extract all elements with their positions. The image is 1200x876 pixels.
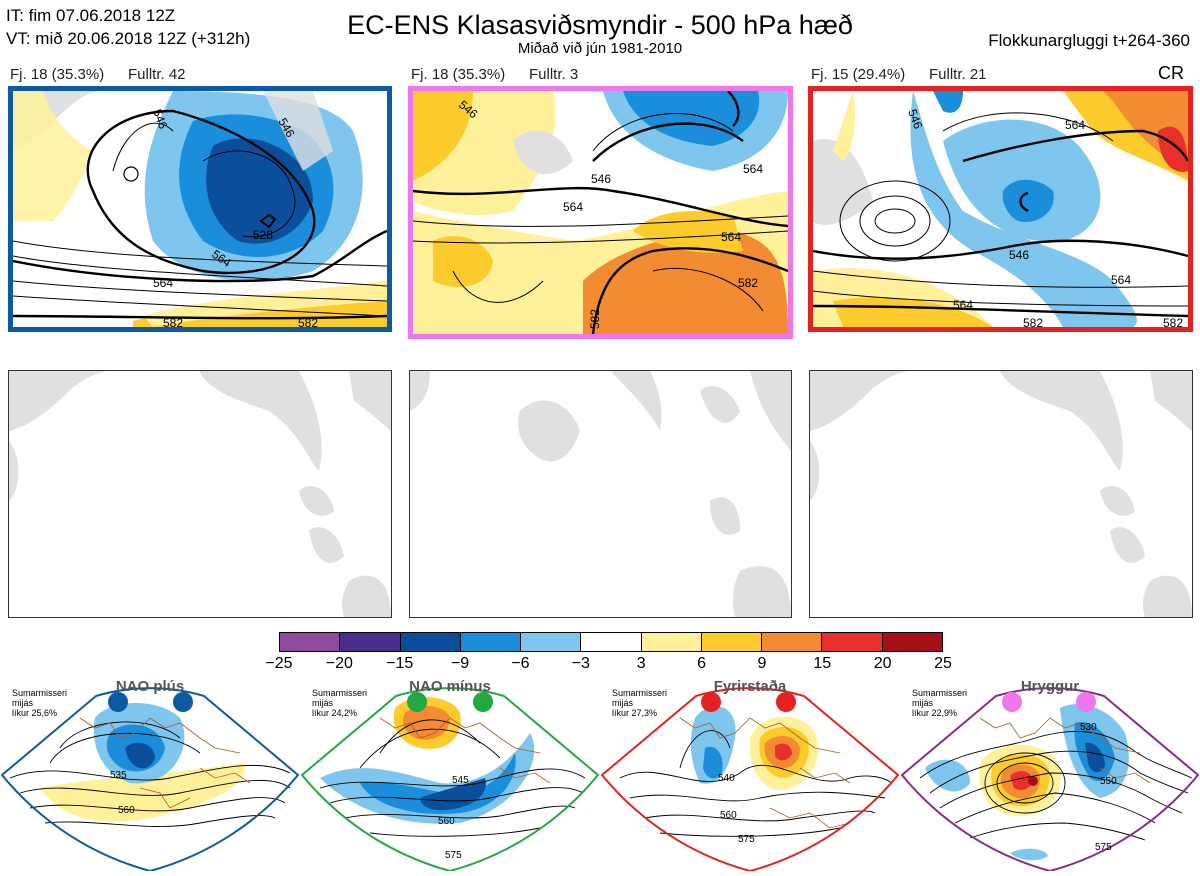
regime-contour-label: 540 — [718, 773, 735, 784]
cluster-map-2: 546 564 546 564 582 564 582 — [408, 86, 793, 339]
colorbar-tick-label: 20 — [873, 655, 892, 672]
colorbar-swatch — [581, 633, 642, 651]
regime-title: Fyrirstaða — [713, 678, 787, 695]
colorbar-tick-label: 25 — [934, 655, 952, 672]
contour-label: 564 — [953, 298, 973, 312]
contour-label: 564 — [743, 162, 763, 176]
regime-contour-label: 575 — [738, 834, 755, 845]
contour-label: 564 — [721, 230, 741, 244]
contour-label: 528 — [253, 228, 273, 242]
colorbar-swatch — [762, 633, 823, 651]
regime-contour-label: 575 — [445, 850, 462, 861]
regime-contour-label: 560 — [438, 816, 455, 827]
regime-nao-plus: 535 560 NAO plús Sumarmisseri mijás líkur … — [0, 678, 300, 873]
contour-label: 564 — [563, 200, 583, 214]
regime-note: Sumarmisseri mijás líkur 27,3% — [612, 688, 668, 718]
contour-label: 564 — [153, 276, 173, 290]
cluster-map-1: 546 546 528 564 564 582 582 — [8, 86, 392, 332]
regime-blocking: 540 560 575 Fyrirstaða Sumarmisseri mijás… — [600, 678, 900, 873]
cluster-map-3: 546 564 546 564 564 582 582 — [808, 86, 1193, 332]
colorbar-tick-label: −25 — [265, 655, 293, 672]
colorbar-swatch — [882, 633, 942, 651]
contour-label: 582 — [1023, 316, 1043, 327]
colorbar-tick-label: −3 — [571, 655, 590, 672]
regime-ridge: 530 550 575 Hryggur Sumarmisseri mijás lík… — [900, 678, 1200, 873]
colorbar-swatch — [460, 633, 522, 651]
colorbar-tick-label: 3 — [636, 655, 646, 672]
colorbar-swatch — [280, 633, 341, 651]
blank-map-2 — [409, 370, 792, 618]
regime-note: Sumarmisseri mijás líkur 24,2% — [312, 688, 368, 718]
panel-3-count: Fj. 15 (29.4%) — [811, 66, 906, 83]
panel-3-regime-tag: CR — [1158, 63, 1184, 83]
regime-contour-label: 560 — [720, 810, 737, 821]
contour-label: 582 — [1163, 316, 1183, 327]
regime-title: Hryggur — [1020, 678, 1080, 695]
regime-note: Sumarmisseri mijás líkur 25,6% — [12, 688, 68, 718]
regime-contour-label: 545 — [452, 775, 469, 786]
regime-contour-label: 575 — [1095, 842, 1112, 853]
contour-label: 546 — [150, 107, 170, 131]
contour-label: 564 — [1065, 118, 1085, 132]
panel-2-representative: Fulltr. 3 — [529, 66, 579, 83]
colorbar-tick-label: −9 — [450, 655, 470, 672]
regime-contour-label: 530 — [1080, 722, 1097, 733]
colorbar-tick-label: −6 — [511, 655, 530, 672]
colorbar-swatch — [641, 633, 702, 651]
colorbar-tick-label: −15 — [386, 655, 414, 672]
valid-time: VT: mið 20.06.2018 12Z (+312h) — [6, 29, 251, 48]
page-subtitle: Miðað við jún 1981-2010 — [517, 40, 683, 57]
regime-contour-label: 550 — [1100, 776, 1117, 787]
colorbar-tick-label: 15 — [813, 655, 832, 672]
regime-nao-minus: 545 560 575 NAO mínus Sumarmisseri mijás l… — [300, 678, 600, 873]
contour-label: 564 — [1111, 273, 1131, 287]
blank-map-1 — [8, 370, 392, 618]
panel-1-count: Fj. 18 (35.3%) — [10, 66, 105, 83]
regime-title: NAO plús — [115, 678, 185, 695]
contour-label: 546 — [1009, 248, 1029, 262]
panel-2-count: Fj. 18 (35.3%) — [411, 66, 506, 83]
contour-label: 582 — [298, 316, 318, 327]
colorbar-swatch — [340, 633, 401, 651]
colorbar-swatch — [400, 633, 461, 651]
regime-note: Sumarmisseri mijás líkur 22,9% — [912, 688, 968, 718]
classification-window: Flokkunargluggi t+264-360 — [988, 31, 1190, 50]
contour-label: 582 — [163, 316, 183, 327]
regime-contour-label: 560 — [118, 805, 135, 816]
regime-title: NAO mínus — [409, 678, 491, 695]
colorbar-swatch — [521, 633, 582, 651]
contour-label: 546 — [905, 107, 925, 131]
colorbar-swatch — [822, 633, 883, 651]
colorbar-swatch — [701, 633, 763, 651]
panel-3-representative: Fulltr. 21 — [929, 66, 987, 83]
colorbar-tick-label: 9 — [757, 655, 767, 672]
regime-contour-label: 535 — [110, 770, 127, 781]
page-title: EC-ENS Klasasviðsmyndir - 500 hPa hæð — [347, 10, 853, 40]
contour-label: 546 — [591, 172, 611, 186]
contour-label: 582 — [738, 276, 758, 290]
initial-time: IT: fim 07.06.2018 12Z — [6, 6, 176, 25]
panel-1-representative: Fulltr. 42 — [128, 66, 186, 83]
blank-map-3 — [809, 370, 1193, 618]
colorbar-tick-label: −20 — [325, 655, 353, 672]
contour-label: 582 — [588, 309, 602, 329]
colorbar-tick-label: 6 — [697, 655, 706, 672]
anomaly-colorbar — [279, 632, 943, 652]
